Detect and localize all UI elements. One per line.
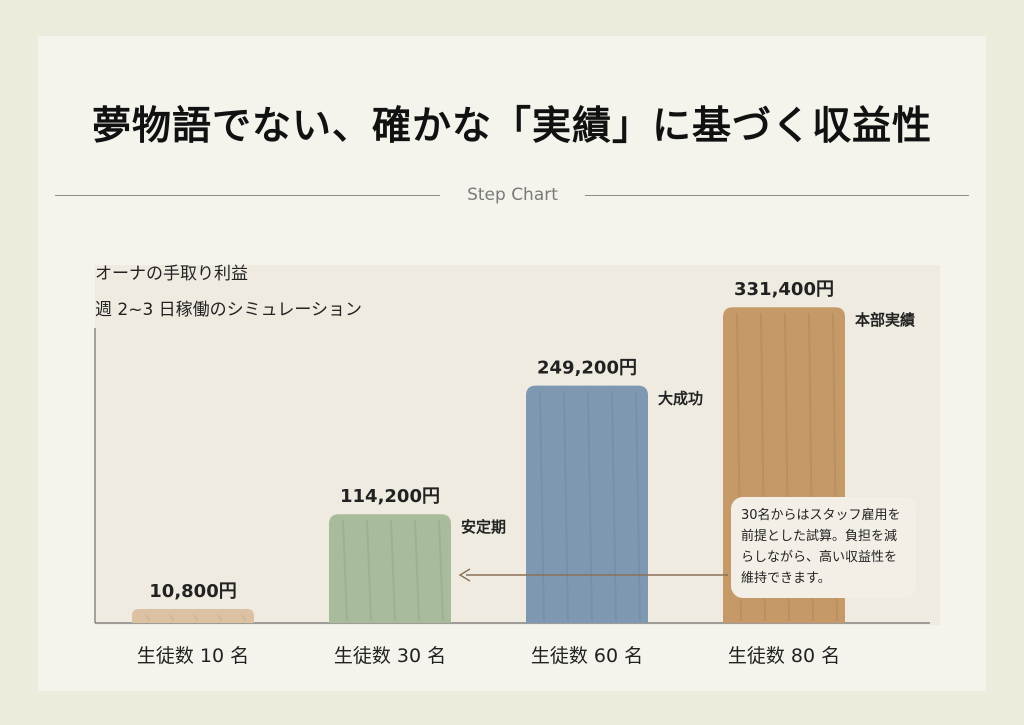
- value-label: 249,200円: [537, 358, 637, 379]
- chart-title: オーナの手取り利益: [95, 264, 248, 284]
- bar: [132, 609, 254, 623]
- bar-texture: [539, 391, 545, 622]
- category-label: 生徒数 60 名: [531, 645, 643, 667]
- bar-texture: [438, 520, 444, 622]
- arrow-head: [458, 568, 471, 582]
- bar-texture: [390, 520, 396, 622]
- bar-texture: [635, 391, 641, 622]
- page-title: 夢物語でない、確かな「実績」に基づく収益性: [91, 104, 932, 149]
- bar-annotation: 大成功: [658, 390, 703, 408]
- bar: [526, 385, 648, 623]
- bar-texture: [611, 391, 617, 622]
- value-label: 114,200円: [340, 486, 440, 507]
- chart-subtitle: 週 2~3 日稼働のシミュレーション: [95, 300, 363, 320]
- bar-texture: [241, 614, 247, 622]
- bar-texture: [193, 614, 199, 622]
- bar-texture: [563, 391, 569, 622]
- bar-annotation: 本部実績: [855, 311, 915, 329]
- bar-texture: [145, 614, 151, 622]
- value-label: 331,400円: [734, 279, 834, 300]
- divider-right: [585, 195, 969, 196]
- category-label: 生徒数 80 名: [728, 645, 840, 667]
- value-label: 10,800円: [149, 581, 236, 602]
- section-label: Step Chart: [467, 185, 558, 205]
- divider-left: [55, 195, 440, 196]
- bar-texture: [587, 391, 593, 622]
- bar: [329, 514, 451, 623]
- bar-texture: [414, 520, 420, 622]
- bar-annotation: 安定期: [461, 518, 506, 536]
- chart-note: 30名からはスタッフ雇用を前提とした試算。負担を減らしながら、高い収益性を維持で…: [731, 497, 916, 598]
- bar-texture: [366, 520, 372, 622]
- bar-texture: [342, 520, 348, 622]
- bar-texture: [169, 614, 175, 622]
- category-label: 生徒数 30 名: [334, 645, 446, 667]
- category-label: 生徒数 10 名: [137, 645, 249, 667]
- bar-texture: [217, 614, 223, 622]
